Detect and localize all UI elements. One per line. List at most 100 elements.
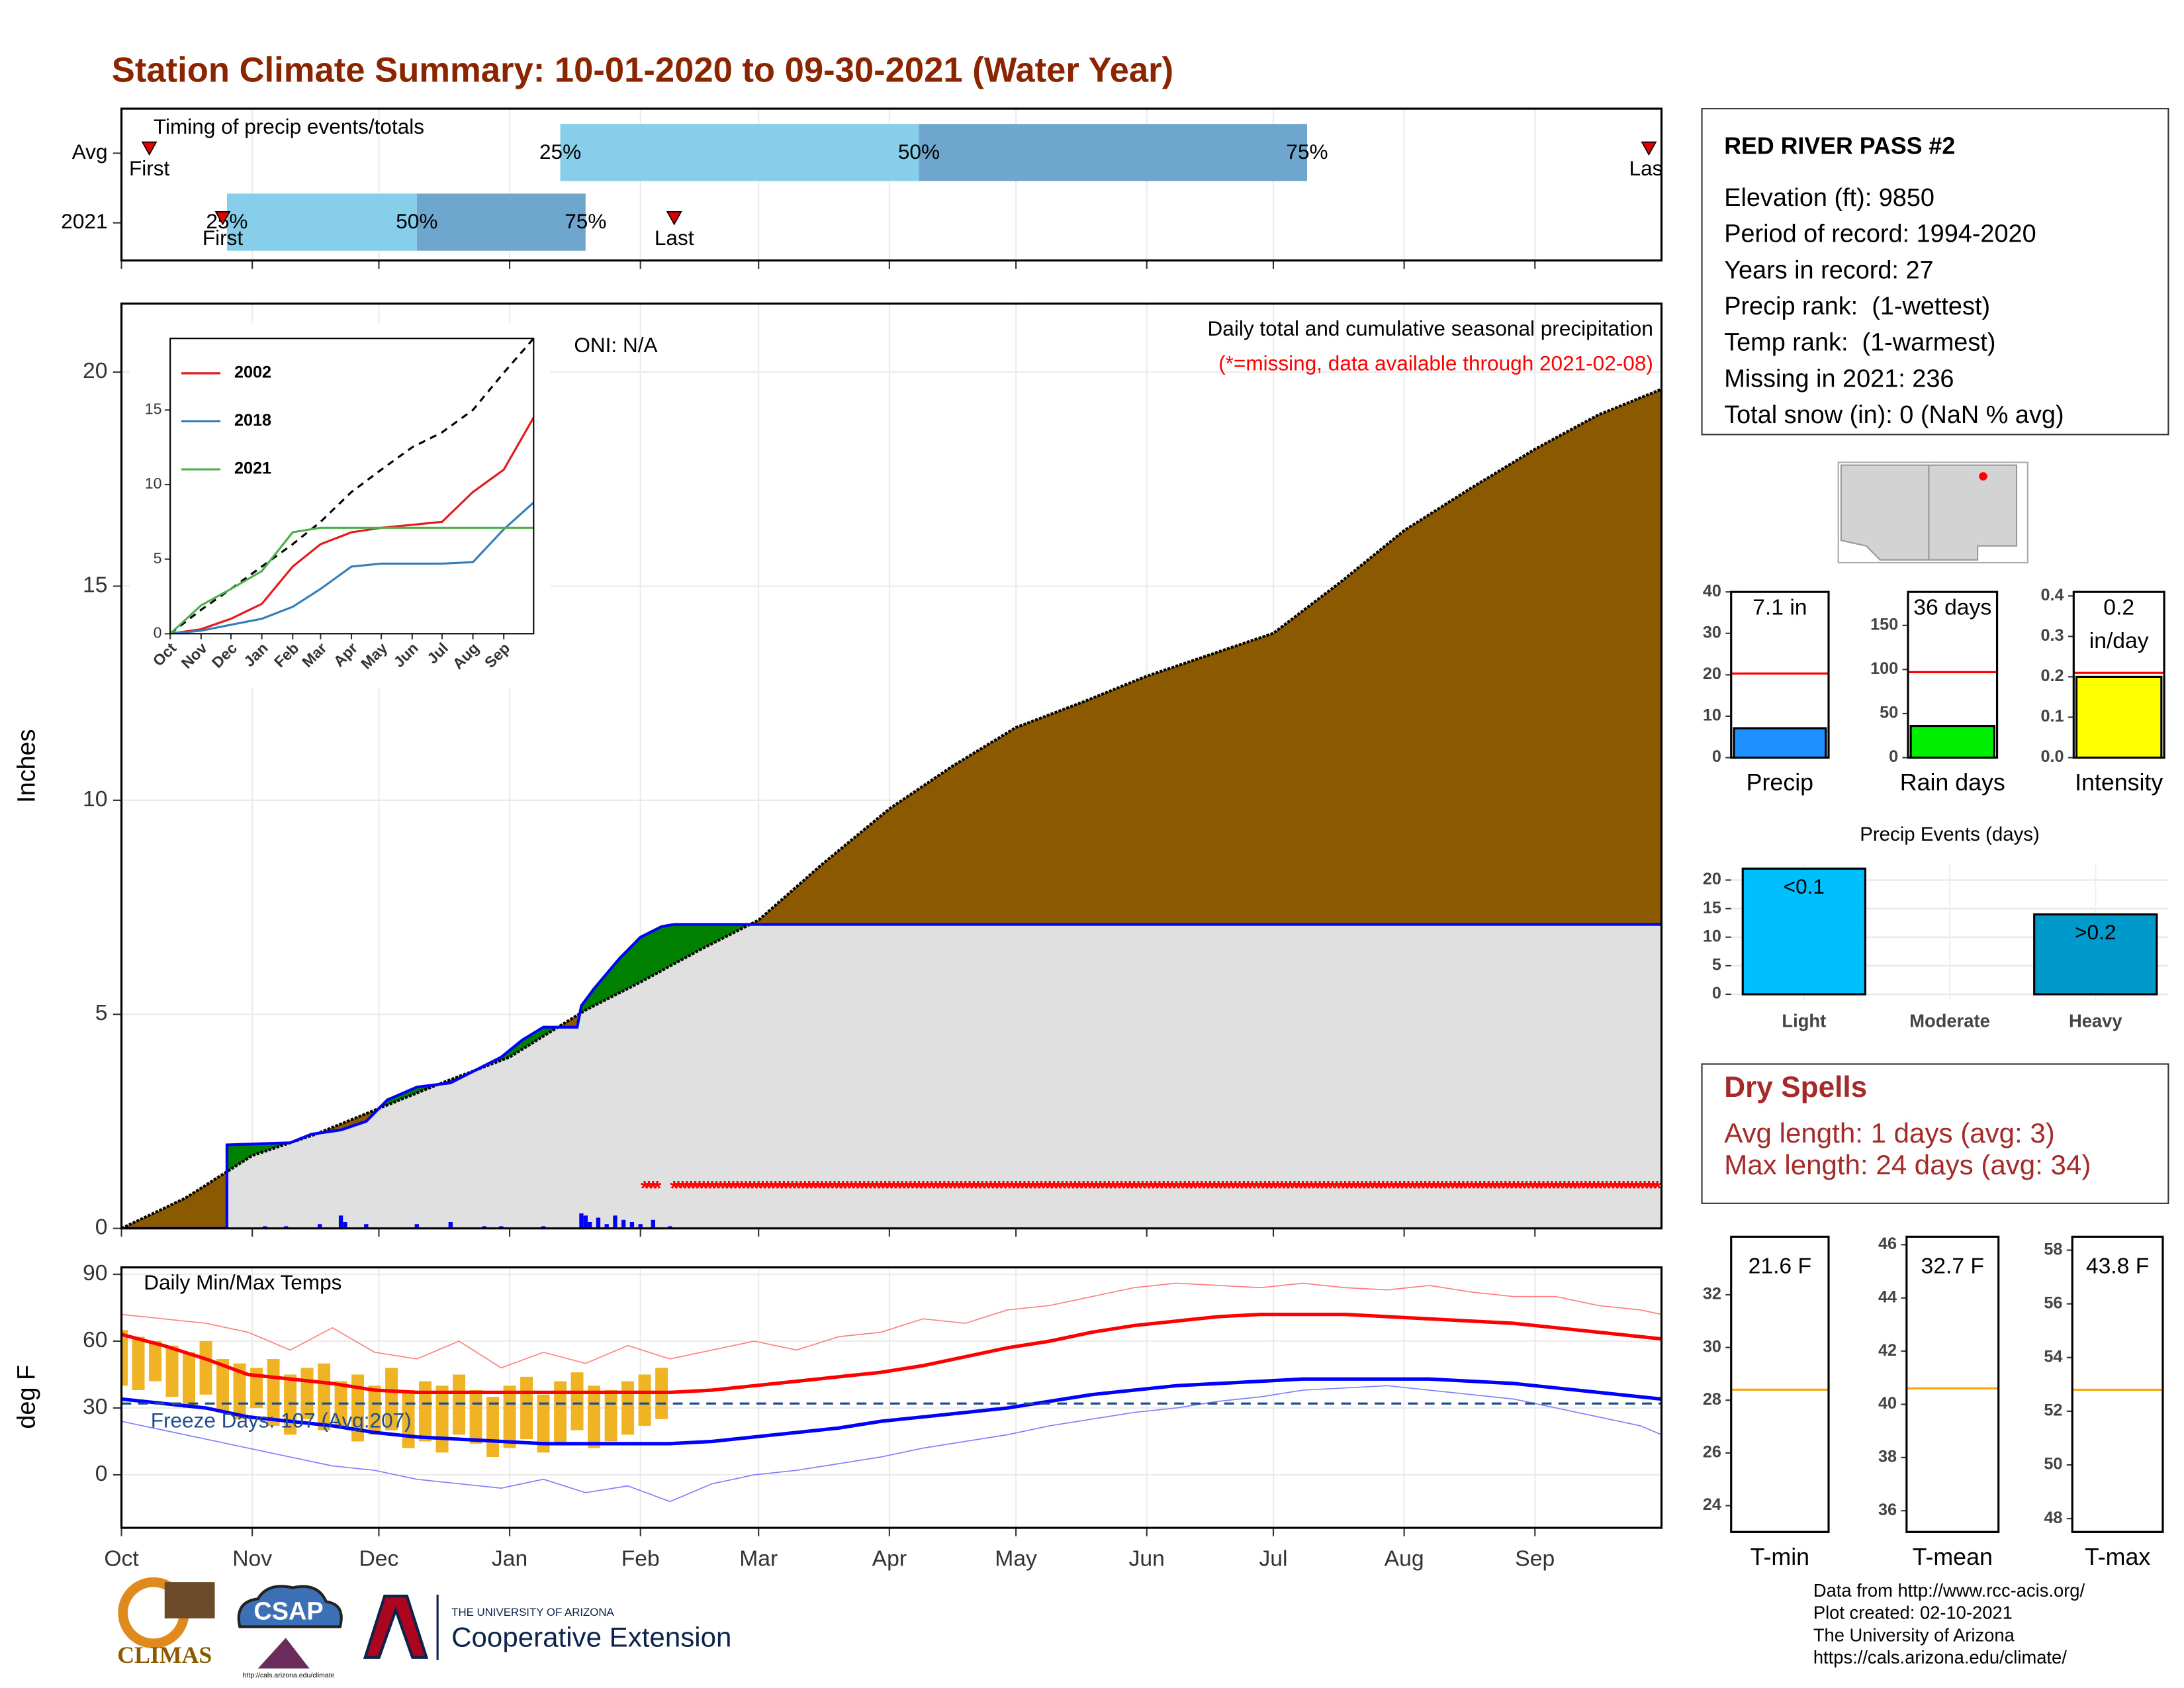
missing-marker: *	[1227, 1176, 1236, 1200]
missing-marker: *	[1413, 1176, 1422, 1200]
missing-marker: *	[1501, 1176, 1510, 1200]
legend-label: 2002	[234, 363, 271, 382]
event-label: First	[203, 226, 244, 250]
missing-marker: *	[1109, 1176, 1118, 1200]
station-line: Elevation (ft): 9850	[1724, 184, 1934, 212]
missing-marker: *	[1021, 1176, 1029, 1200]
missing-marker: *	[974, 1176, 983, 1200]
x-tick-label: Aug	[1385, 1546, 1424, 1571]
missing-marker: *	[1565, 1176, 1573, 1200]
event-label: Last	[655, 226, 694, 250]
missing-marker: *	[751, 1176, 759, 1200]
missing-marker: *	[957, 1176, 966, 1200]
missing-marker: *	[1637, 1176, 1645, 1200]
y-tick-label: 28	[1703, 1390, 1721, 1409]
temperature-line	[121, 1282, 1662, 1369]
missing-marker: *	[995, 1176, 1003, 1200]
missing-marker: *	[932, 1176, 940, 1200]
missing-marker: *	[1653, 1176, 1662, 1200]
missing-marker: *	[1552, 1176, 1561, 1200]
y-tick-label: 5	[154, 549, 162, 567]
bar	[1741, 867, 1866, 996]
y-tick-label: 30	[83, 1395, 107, 1419]
map-state	[1928, 464, 2018, 561]
csap-cloud	[237, 1585, 343, 1628]
plot-frame	[169, 338, 535, 635]
missing-marker: *	[758, 1176, 767, 1200]
bar-label: <0.1	[1784, 874, 1825, 898]
missing-marker: *	[678, 1176, 687, 1200]
missing-marker: *	[1476, 1176, 1484, 1200]
missing-marker: *	[1273, 1176, 1282, 1200]
missing-marker: *	[1303, 1176, 1312, 1200]
missing-marker: *	[987, 1176, 995, 1200]
x-tick-label: Nov	[232, 1546, 272, 1571]
x-tick-label: Oct	[104, 1546, 139, 1571]
missing-marker: *	[843, 1176, 852, 1200]
gauge-plot	[1731, 1388, 1829, 1532]
x-tick-label: Jan	[492, 1546, 527, 1571]
missing-marker: *	[860, 1176, 868, 1200]
missing-marker: *	[1257, 1176, 1265, 1200]
plot-frame	[1905, 1235, 2000, 1533]
missing-marker: *	[915, 1176, 923, 1200]
missing-marker: *	[1455, 1176, 1463, 1200]
value-label: 43.8 F	[2086, 1254, 2149, 1278]
missing-marker: *	[1438, 1176, 1447, 1200]
temperature-plot	[121, 1282, 1662, 1503]
gauge-plot	[2072, 1388, 2163, 1532]
missing-marker: *	[1197, 1176, 1206, 1200]
missing-marker: *	[1649, 1176, 1658, 1200]
missing-marker: *	[1396, 1176, 1404, 1200]
x-tick-label: Sep	[1515, 1546, 1555, 1571]
precip-plot: **** ************************************…	[121, 388, 1662, 1229]
daily-temp-bar	[554, 1381, 567, 1444]
missing-marker: *	[1463, 1176, 1472, 1200]
locator-map	[1837, 461, 2028, 564]
temperature-line	[121, 1385, 1662, 1503]
missing-marker: *	[1387, 1176, 1396, 1200]
value-label: in/day	[2089, 629, 2149, 653]
missing-marker: *	[978, 1176, 987, 1200]
missing-marker: *	[1514, 1176, 1523, 1200]
missing-marker: *	[700, 1176, 708, 1200]
missing-marker: *	[1307, 1176, 1316, 1200]
missing-marker: *	[1324, 1176, 1333, 1200]
event-marker	[1641, 141, 1657, 156]
missing-marker: *	[1328, 1176, 1337, 1200]
missing-marker: *	[1151, 1176, 1160, 1200]
daily-temp-bar	[520, 1376, 533, 1440]
daily-bar	[613, 1215, 617, 1229]
daily-bar	[263, 1226, 267, 1229]
station-line: Years in record: 27	[1724, 256, 1933, 284]
y-tick-label: 0.2	[2040, 667, 2064, 685]
y-tick-label: 52	[2044, 1401, 2062, 1420]
y-tick-label: 56	[2044, 1293, 2062, 1312]
missing-marker: *	[1522, 1176, 1531, 1200]
daily-bar	[668, 1226, 672, 1229]
daily-temp-bar	[183, 1352, 196, 1408]
station-line: Period of record: 1994-2020	[1724, 220, 2036, 248]
missing-marker: *	[1160, 1176, 1168, 1200]
dry-spells-box	[1701, 1063, 2169, 1204]
station-line: Precip rank: (1-wettest)	[1724, 293, 1990, 320]
credit-line: The University of Arizona	[1813, 1624, 2015, 1645]
y-tick-label: 0	[95, 1215, 108, 1240]
missing-marker: *	[856, 1176, 864, 1200]
percent-label: 50%	[396, 209, 437, 233]
bar-label: >0.2	[2075, 920, 2116, 944]
missing-marker: *	[927, 1176, 936, 1200]
y-tick-label: 0	[1712, 984, 1721, 1003]
missing-marker: *	[1008, 1176, 1017, 1200]
missing-marker: *	[1163, 1176, 1172, 1200]
credit-line: Data from http://www.rcc-acis.org/	[1813, 1580, 2085, 1601]
missing-marker: *	[1430, 1176, 1438, 1200]
missing-marker: *	[944, 1176, 953, 1200]
missing-marker: *	[1577, 1176, 1586, 1200]
plot-frame	[120, 1266, 1663, 1529]
category-label: T-min	[1751, 1544, 1809, 1570]
y-tick-label: 15	[145, 400, 162, 418]
missing-marker: *	[1278, 1176, 1287, 1200]
missing-marker: *	[902, 1176, 911, 1200]
daily-bar	[364, 1224, 369, 1229]
